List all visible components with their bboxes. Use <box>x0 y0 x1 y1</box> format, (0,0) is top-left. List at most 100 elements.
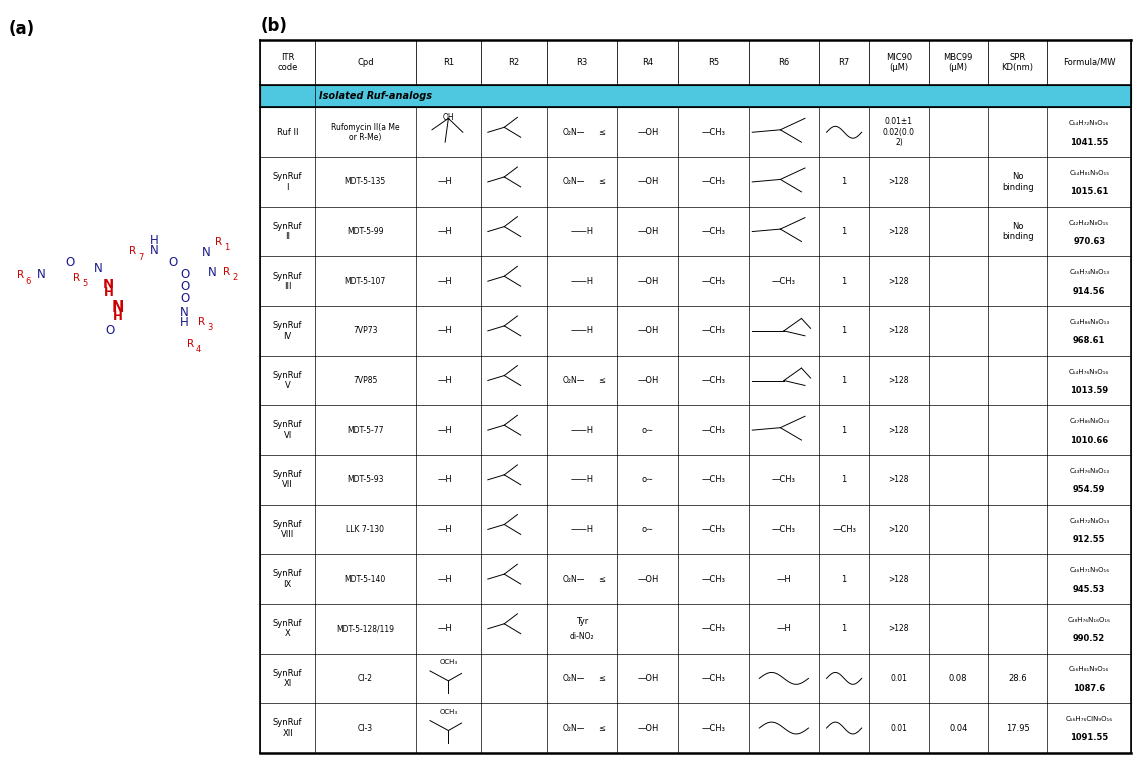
Text: 912.55: 912.55 <box>1073 535 1106 544</box>
Text: 1013.59: 1013.59 <box>1071 386 1108 395</box>
Text: 1: 1 <box>842 326 846 335</box>
Bar <box>929 40 988 85</box>
Text: 1: 1 <box>842 277 846 286</box>
Bar <box>1047 40 1131 85</box>
Text: —H: —H <box>437 525 452 534</box>
Text: C₄₆H₇₁N₉O₁₆: C₄₆H₇₁N₉O₁₆ <box>1070 567 1109 573</box>
Text: 17.95: 17.95 <box>1006 724 1030 732</box>
Text: —CH₃: —CH₃ <box>701 525 725 534</box>
Text: C₅₄H₈₆N₈O₁₃: C₅₄H₈₆N₈O₁₃ <box>1070 319 1109 325</box>
Text: MDT-5-93: MDT-5-93 <box>347 475 384 485</box>
Text: —OH: —OH <box>637 178 658 187</box>
Text: O₂N—: O₂N— <box>562 724 585 732</box>
Text: 7VP85: 7VP85 <box>353 376 377 385</box>
Text: MDT-5-135: MDT-5-135 <box>344 178 386 187</box>
Text: —H: —H <box>437 624 452 633</box>
Text: SynRuf
II: SynRuf II <box>273 222 303 242</box>
Text: >128: >128 <box>888 277 909 286</box>
Text: R1: R1 <box>443 58 454 67</box>
Text: —H: —H <box>437 227 452 236</box>
Text: C₅₄H₇₆N₉O₁₆: C₅₄H₇₆N₉O₁₆ <box>1070 369 1109 375</box>
Text: SynRuf
XII: SynRuf XII <box>273 719 303 738</box>
Text: 1041.55: 1041.55 <box>1070 138 1108 147</box>
Text: R5: R5 <box>708 58 719 67</box>
Text: —H: —H <box>437 426 452 434</box>
Text: R: R <box>129 246 136 256</box>
Text: C₄₈H₇₆N₁₆O₁₆: C₄₈H₇₆N₁₆O₁₆ <box>1067 616 1110 623</box>
Bar <box>679 40 749 85</box>
Text: ——H: ——H <box>571 525 594 534</box>
Text: 1: 1 <box>842 376 846 385</box>
Text: 7VP73: 7VP73 <box>353 326 377 335</box>
Text: C₄₃H₇₆N₈O₁₃: C₄₃H₇₆N₈O₁₃ <box>1070 468 1109 474</box>
Text: —H: —H <box>437 475 452 485</box>
Bar <box>261 40 315 85</box>
Text: H: H <box>113 310 122 324</box>
Text: 1: 1 <box>842 227 846 236</box>
Text: ≤: ≤ <box>598 376 605 385</box>
Text: 1: 1 <box>224 244 229 252</box>
Text: 1: 1 <box>842 178 846 187</box>
Text: ——H: ——H <box>571 277 594 286</box>
Text: Rufomycin II(a Me
or R-Me): Rufomycin II(a Me or R-Me) <box>331 123 400 142</box>
Text: ≤: ≤ <box>598 674 605 683</box>
Text: —H: —H <box>437 277 452 286</box>
Text: —H: —H <box>437 575 452 584</box>
Text: ——H: ——H <box>571 227 594 236</box>
Text: Cpd: Cpd <box>357 58 374 67</box>
Text: OH: OH <box>443 113 454 122</box>
Text: 970.63: 970.63 <box>1073 237 1106 246</box>
Text: 1: 1 <box>842 475 846 485</box>
Bar <box>261 85 1131 107</box>
Text: 914.56: 914.56 <box>1073 287 1106 296</box>
Text: di-NO₂: di-NO₂ <box>570 632 595 641</box>
Text: >128: >128 <box>888 575 909 584</box>
Text: MDT-5-128/119: MDT-5-128/119 <box>337 624 394 633</box>
Bar <box>416 40 482 85</box>
Text: o∼: o∼ <box>641 475 654 485</box>
Text: C₅₄H₇₂N₉O₁₆: C₅₄H₇₂N₉O₁₆ <box>1070 120 1109 126</box>
Text: SynRuf
XI: SynRuf XI <box>273 669 303 688</box>
Bar <box>482 40 547 85</box>
Text: —CH₃: —CH₃ <box>701 724 725 732</box>
Text: 2: 2 <box>232 274 237 283</box>
Bar <box>315 40 416 85</box>
Bar <box>749 40 819 85</box>
Text: 1: 1 <box>842 624 846 633</box>
Text: 28.6: 28.6 <box>1008 674 1026 683</box>
Text: O: O <box>66 257 75 270</box>
Text: >128: >128 <box>888 376 909 385</box>
Text: —CH₃: —CH₃ <box>833 525 857 534</box>
Text: CI-3: CI-3 <box>358 724 373 732</box>
Text: —CH₃: —CH₃ <box>701 624 725 633</box>
Text: (a): (a) <box>9 20 35 38</box>
Text: >128: >128 <box>888 178 909 187</box>
Text: ≤: ≤ <box>598 724 605 732</box>
Text: —H: —H <box>437 376 452 385</box>
Text: O₂N—: O₂N— <box>562 674 585 683</box>
Text: 0.01: 0.01 <box>891 674 908 683</box>
Text: C₅₆H₇₆ClN₉O₁₆: C₅₆H₇₆ClN₉O₁₆ <box>1066 716 1113 722</box>
Text: SynRuf
VIII: SynRuf VIII <box>273 520 303 539</box>
Text: 1: 1 <box>842 426 846 434</box>
Text: >128: >128 <box>888 326 909 335</box>
Text: SynRuf
III: SynRuf III <box>273 271 303 291</box>
Text: Tyr: Tyr <box>576 616 588 626</box>
Text: N: N <box>103 277 114 290</box>
Text: —CH₃: —CH₃ <box>772 475 795 485</box>
Text: MDT-5-140: MDT-5-140 <box>344 575 386 584</box>
Text: O: O <box>169 257 178 270</box>
Text: 968.61: 968.61 <box>1073 336 1106 345</box>
Text: R: R <box>198 317 205 327</box>
Text: >120: >120 <box>888 525 909 534</box>
Text: R3: R3 <box>577 58 588 67</box>
Text: SynRuf
V: SynRuf V <box>273 371 303 390</box>
Text: o∼: o∼ <box>641 426 654 434</box>
Text: No
binding: No binding <box>1002 222 1033 242</box>
Text: 945.53: 945.53 <box>1073 584 1106 594</box>
Text: ——H: ——H <box>571 475 594 485</box>
Text: 990.52: 990.52 <box>1073 634 1106 643</box>
Bar <box>869 40 929 85</box>
Text: 4: 4 <box>196 345 201 354</box>
Bar <box>988 40 1047 85</box>
